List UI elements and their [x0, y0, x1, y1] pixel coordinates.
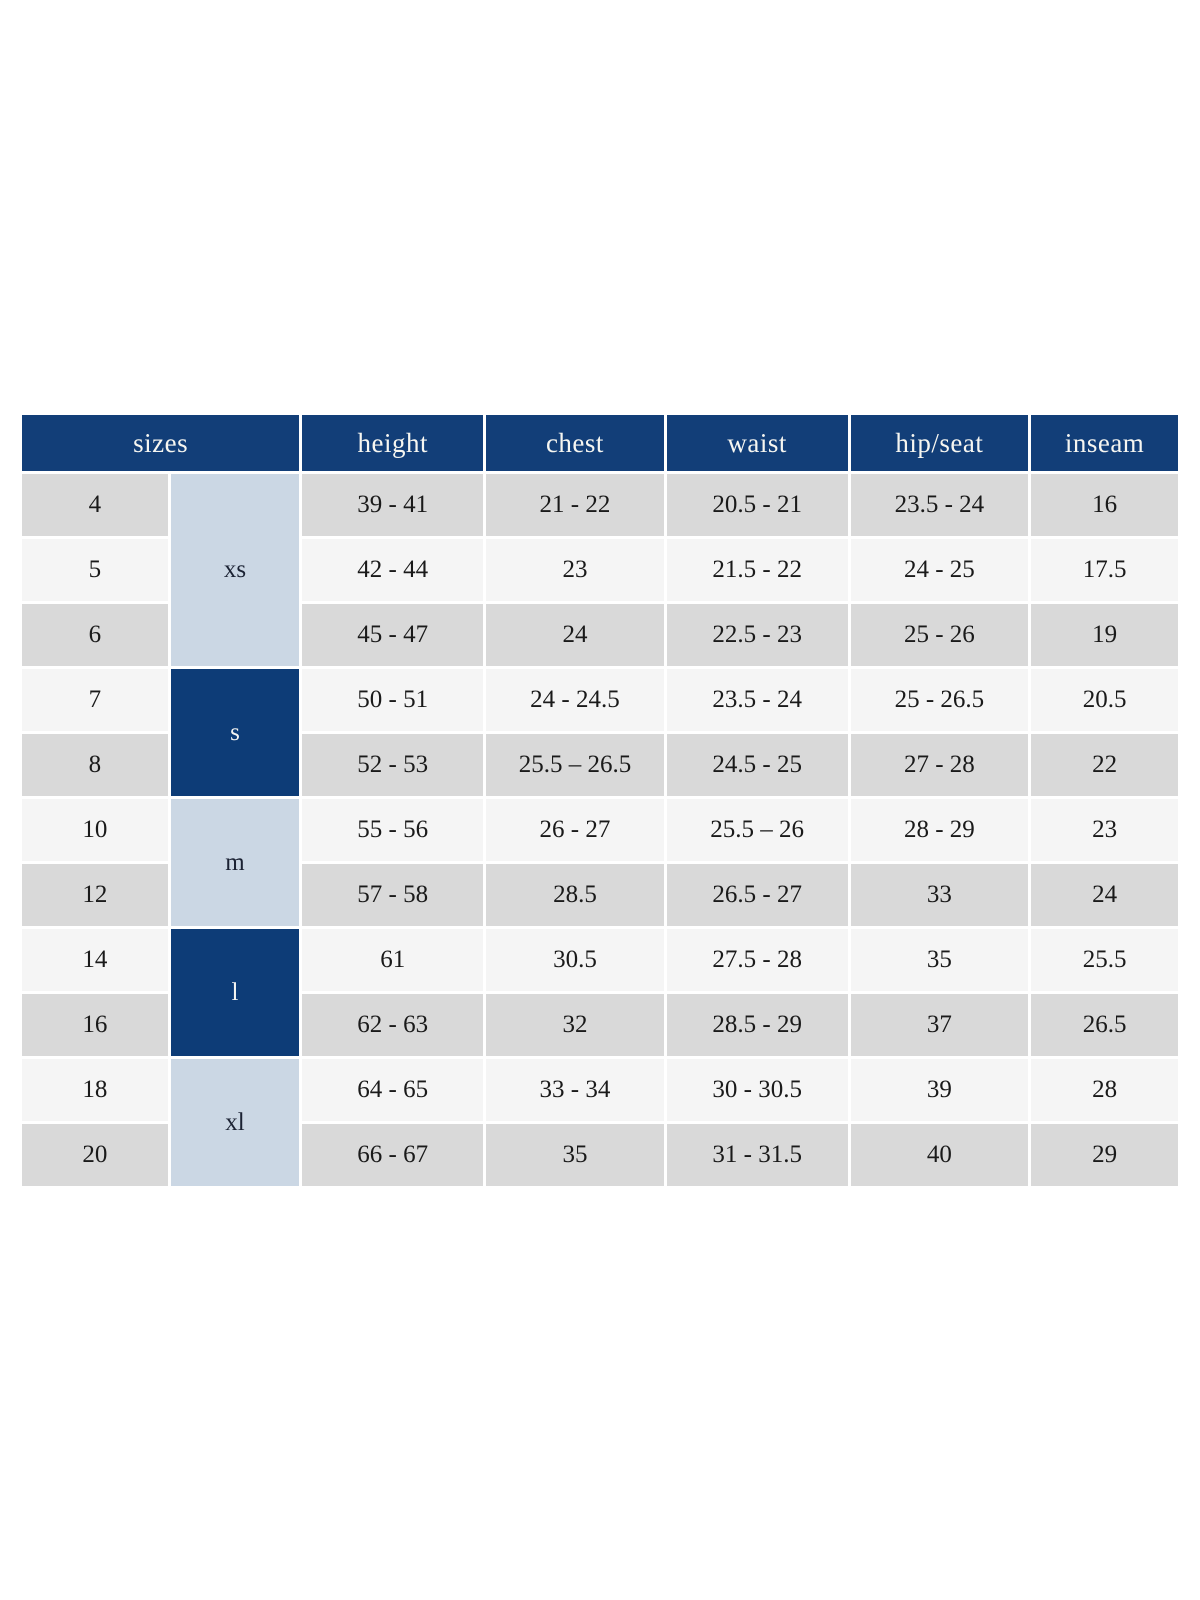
cell-height: 45 - 47	[302, 604, 484, 666]
cell-height: 42 - 44	[302, 539, 484, 601]
cell-waist: 31 - 31.5	[666, 1124, 848, 1186]
group-cell-xl: xl	[170, 1059, 300, 1186]
cell-size: 5	[22, 539, 168, 601]
cell-waist: 20.5 - 21	[666, 474, 848, 536]
cell-inseam: 24	[1031, 864, 1178, 926]
column-header-height: height	[302, 415, 484, 471]
cell-inseam: 17.5	[1031, 539, 1178, 601]
cell-inseam: 22	[1031, 734, 1178, 796]
cell-chest: 26 - 27	[486, 799, 664, 861]
table-row: 12 57 - 58 28.5 26.5 - 27 33 24	[22, 864, 1178, 926]
cell-size: 20	[22, 1124, 168, 1186]
cell-height: 62 - 63	[302, 994, 484, 1056]
cell-chest: 30.5	[486, 929, 664, 991]
cell-waist: 26.5 - 27	[666, 864, 848, 926]
table-row: 5 42 - 44 23 21.5 - 22 24 - 25 17.5	[22, 539, 1178, 601]
cell-chest: 32	[486, 994, 664, 1056]
size-chart: sizes height chest waist hip/seat inseam…	[19, 412, 1181, 1189]
cell-size: 12	[22, 864, 168, 926]
size-chart-table: sizes height chest waist hip/seat inseam…	[19, 412, 1181, 1189]
column-header-sizes: sizes	[22, 415, 300, 471]
table-row: 18 xl 64 - 65 33 - 34 30 - 30.5 39 28	[22, 1059, 1178, 1186]
group-cell-l: l	[170, 929, 300, 1056]
cell-inseam: 25.5	[1031, 929, 1178, 991]
cell-chest: 21 - 22	[486, 474, 664, 536]
table-row: 10 m 55 - 56 26 - 27 25.5 – 26 28 - 29 2…	[22, 799, 1178, 926]
cell-size: 18	[22, 1059, 168, 1121]
cell-height: 66 - 67	[302, 1124, 484, 1186]
cell-hip-seat: 40	[850, 1124, 1029, 1186]
cell-waist: 23.5 - 24	[666, 669, 848, 731]
cell-waist: 25.5 – 26	[666, 799, 848, 861]
column-header-hip-seat: hip/seat	[850, 415, 1029, 471]
cell-chest: 23	[486, 539, 664, 601]
group-cell-s: s	[170, 669, 300, 796]
cell-inseam: 16	[1031, 474, 1178, 536]
cell-waist: 21.5 - 22	[666, 539, 848, 601]
cell-height: 61	[302, 929, 484, 991]
cell-chest: 28.5	[486, 864, 664, 926]
table-row: 8 52 - 53 25.5 – 26.5 24.5 - 25 27 - 28 …	[22, 734, 1178, 796]
cell-waist: 22.5 - 23	[666, 604, 848, 666]
cell-hip-seat: 24 - 25	[850, 539, 1029, 601]
cell-hip-seat: 33	[850, 864, 1029, 926]
cell-hip-seat: 23.5 - 24	[850, 474, 1029, 536]
cell-height: 52 - 53	[302, 734, 484, 796]
cell-waist: 24.5 - 25	[666, 734, 848, 796]
cell-chest: 35	[486, 1124, 664, 1186]
cell-hip-seat: 35	[850, 929, 1029, 991]
table-row: 14 l 61 30.5 27.5 - 28 35 25.5	[22, 929, 1178, 1056]
cell-height: 57 - 58	[302, 864, 484, 926]
column-header-inseam: inseam	[1031, 415, 1178, 471]
table-row: 20 66 - 67 35 31 - 31.5 40 29	[22, 1124, 1178, 1186]
cell-height: 50 - 51	[302, 669, 484, 731]
group-cell-m: m	[170, 799, 300, 926]
cell-inseam: 19	[1031, 604, 1178, 666]
cell-size: 8	[22, 734, 168, 796]
cell-inseam: 23	[1031, 799, 1178, 861]
cell-inseam: 29	[1031, 1124, 1178, 1186]
table-row: 7 s 50 - 51 24 - 24.5 23.5 - 24 25 - 26.…	[22, 669, 1178, 796]
cell-hip-seat: 27 - 28	[850, 734, 1029, 796]
cell-hip-seat: 28 - 29	[850, 799, 1029, 861]
cell-inseam: 26.5	[1031, 994, 1178, 1056]
cell-hip-seat: 25 - 26	[850, 604, 1029, 666]
cell-size: 7	[22, 669, 168, 731]
cell-inseam: 28	[1031, 1059, 1178, 1121]
cell-chest: 24 - 24.5	[486, 669, 664, 731]
cell-chest: 25.5 – 26.5	[486, 734, 664, 796]
cell-height: 39 - 41	[302, 474, 484, 536]
cell-waist: 28.5 - 29	[666, 994, 848, 1056]
cell-size: 6	[22, 604, 168, 666]
column-header-chest: chest	[486, 415, 664, 471]
cell-size: 16	[22, 994, 168, 1056]
cell-waist: 30 - 30.5	[666, 1059, 848, 1121]
table-row: 16 62 - 63 32 28.5 - 29 37 26.5	[22, 994, 1178, 1056]
header-row: sizes height chest waist hip/seat inseam	[22, 415, 1178, 471]
group-cell-xs: xs	[170, 474, 300, 666]
column-header-waist: waist	[666, 415, 848, 471]
cell-size: 4	[22, 474, 168, 536]
cell-inseam: 20.5	[1031, 669, 1178, 731]
table-row: 4 xs 39 - 41 21 - 22 20.5 - 21 23.5 - 24…	[22, 474, 1178, 666]
cell-hip-seat: 25 - 26.5	[850, 669, 1029, 731]
cell-height: 55 - 56	[302, 799, 484, 861]
cell-chest: 33 - 34	[486, 1059, 664, 1121]
cell-hip-seat: 37	[850, 994, 1029, 1056]
cell-size: 14	[22, 929, 168, 991]
cell-chest: 24	[486, 604, 664, 666]
cell-height: 64 - 65	[302, 1059, 484, 1121]
cell-size: 10	[22, 799, 168, 861]
cell-waist: 27.5 - 28	[666, 929, 848, 991]
table-row: 6 45 - 47 24 22.5 - 23 25 - 26 19	[22, 604, 1178, 666]
cell-hip-seat: 39	[850, 1059, 1029, 1121]
